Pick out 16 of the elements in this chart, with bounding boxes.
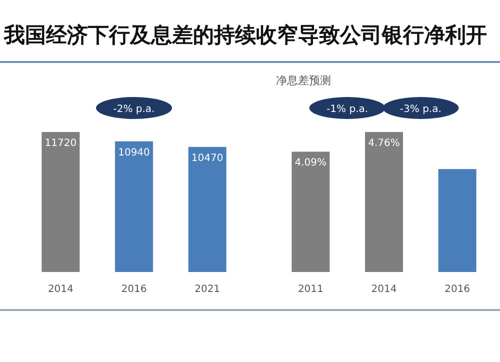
- x-tick-label: 2021: [194, 284, 220, 295]
- data-label: 11720: [44, 138, 77, 149]
- x-tick-label: 2011: [298, 284, 324, 295]
- data-label: 10940: [118, 147, 150, 158]
- text: -2% p.a.: [113, 104, 155, 115]
- x-tick-label: 2014: [48, 284, 74, 295]
- text: -3% p.a.: [400, 104, 442, 115]
- chart-title: 我国经济下行及息差的持续收窄导致公司银行净利开: [3, 23, 487, 47]
- x-tick-label: 2014: [371, 284, 397, 295]
- data-label: 4.76%: [368, 138, 400, 149]
- x-tick-label: 2016: [444, 284, 470, 295]
- data-label: 4.09%: [294, 158, 327, 169]
- data-label: 10470: [191, 152, 224, 164]
- text: -1% p.a.: [326, 104, 368, 115]
- chart-title: 净息差预测: [276, 74, 331, 87]
- x-tick-label: 2016: [121, 284, 147, 295]
